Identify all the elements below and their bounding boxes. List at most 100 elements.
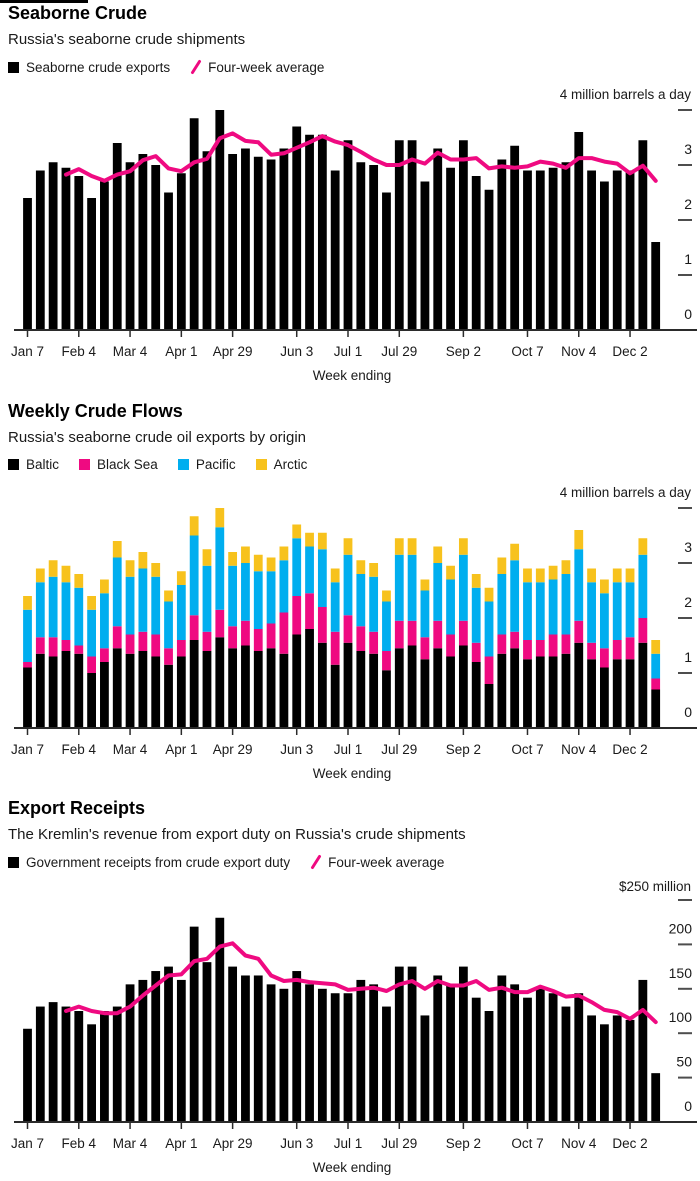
weekly-crude-flows-plot: 3 2 1 0 Jan 7 Feb 4 Mar 4 Apr 1 Apr 29 Jun 3 Jul 1…	[11, 507, 697, 781]
legend-label: Seaborne crude exports	[26, 59, 171, 75]
bar-segment-baltic	[176, 656, 186, 728]
bar-segment-arctic	[407, 538, 417, 555]
x-tick-label: Jul 29	[381, 742, 417, 757]
bar-segment-black-sea	[625, 637, 635, 660]
bar-segment-baltic	[600, 667, 609, 728]
bar-segment-arctic	[638, 538, 648, 555]
y-axis-unit-label: 4 million barrels a day	[559, 485, 691, 500]
bar-segment-arctic	[330, 568, 340, 583]
bar-segment-arctic	[433, 546, 443, 563]
bar-segment-baltic	[343, 642, 353, 728]
bar-segment-baltic	[407, 645, 417, 728]
bar-segment-arctic	[61, 565, 71, 583]
bar-segment-baltic	[535, 656, 545, 728]
bar-segment-arctic	[112, 541, 122, 558]
x-tick-label: Sep 2	[446, 742, 481, 757]
bar-segment-arctic	[612, 568, 622, 583]
bar-segment-black-sea	[266, 623, 276, 649]
bar-segment-black-sea	[151, 634, 161, 657]
bar-segment-arctic	[279, 546, 289, 561]
export-receipts-plot: 200 150 100 50 0 Jan 7 Feb 4 Mar 4 Apr 1 Apr 29 Ju…	[11, 899, 697, 1175]
bar-segment-arctic	[48, 560, 58, 577]
bar-segment-black-sea	[35, 637, 45, 654]
legend-item: Baltic	[8, 457, 59, 472]
legend-item: Four-week average	[190, 59, 324, 75]
bar-segment-pacific	[458, 554, 468, 621]
bars	[23, 917, 661, 1122]
x-tick-label: Apr 29	[213, 1136, 253, 1151]
stacked-bars	[23, 508, 661, 728]
bar	[279, 988, 289, 1122]
bar-segment-arctic	[87, 596, 96, 610]
bar-segment-pacific	[420, 590, 430, 638]
bar	[407, 966, 417, 1122]
bar-segment-black-sea	[189, 615, 199, 640]
x-axis-title: Week ending	[313, 368, 392, 383]
bar	[625, 170, 635, 330]
four-week-average-slash-icon	[191, 60, 202, 74]
bar	[202, 151, 212, 330]
legend: Baltic Black Sea Pacific Arctic	[8, 457, 327, 472]
bar	[625, 1019, 635, 1122]
bar	[523, 997, 532, 1122]
bar-segment-baltic	[215, 637, 225, 728]
x-tick-label: Apr 1	[165, 742, 197, 757]
x-tick-label: Jul 1	[334, 344, 363, 359]
bar	[215, 917, 225, 1122]
bar-segment-pacific	[612, 582, 622, 640]
bar-segment-black-sea	[202, 631, 212, 651]
bar-segment-arctic	[266, 557, 276, 572]
bar-segment-black-sea	[215, 609, 225, 638]
bar	[266, 984, 276, 1122]
bar-segment-black-sea	[305, 593, 314, 629]
top-rule	[0, 0, 88, 3]
bar-segment-pacific	[74, 587, 84, 646]
bar	[343, 140, 353, 330]
legend-label: Pacific	[195, 457, 236, 472]
bar-segment-arctic	[394, 538, 404, 555]
bar	[535, 170, 545, 330]
bar-segment-black-sea	[253, 629, 263, 651]
bar-segment-black-sea	[48, 637, 58, 657]
bar-segment-pacific	[587, 582, 596, 643]
bar	[61, 1006, 71, 1122]
x-axis-ticks: Jan 7 Feb 4 Mar 4 Apr 1 Apr 29 Jun 3 Jul 1 Jul …	[11, 1123, 648, 1151]
bar-segment-pacific	[266, 571, 276, 624]
bar-segment-pacific	[241, 563, 250, 621]
y-tick-label: 2	[684, 594, 692, 610]
bar	[587, 1015, 596, 1122]
bar-segment-baltic	[612, 659, 622, 728]
x-tick-label: Mar 4	[113, 742, 148, 757]
bar	[369, 165, 379, 330]
bar-segment-arctic	[125, 560, 135, 577]
bar-segment-pacific	[164, 601, 173, 649]
bar	[343, 993, 353, 1122]
bar	[651, 1073, 661, 1122]
bar	[151, 971, 161, 1122]
chart-title: Seaborne Crude	[8, 3, 148, 23]
x-tick-label: Nov 4	[561, 742, 597, 757]
bar-segment-black-sea	[587, 642, 596, 660]
bar-segment-baltic	[241, 645, 250, 728]
bar-segment-arctic	[471, 574, 481, 588]
bar	[35, 170, 45, 330]
bar	[125, 162, 135, 330]
bar	[48, 1002, 58, 1122]
bar	[446, 167, 455, 330]
legend-item: Black Sea	[79, 457, 158, 472]
x-tick-label: Feb 4	[62, 344, 97, 359]
bar-segment-black-sea	[394, 620, 404, 649]
bar-segment-pacific	[125, 576, 135, 635]
x-tick-label: Apr 1	[165, 344, 197, 359]
bar-segment-arctic	[523, 568, 532, 583]
legend-item: Arctic	[255, 457, 307, 472]
bar-segment-arctic	[484, 587, 494, 602]
bar	[189, 926, 199, 1122]
legend-square-swatch	[8, 856, 19, 868]
bar	[253, 156, 263, 330]
bar-segment-baltic	[87, 673, 96, 728]
x-tick-label: Feb 4	[62, 742, 97, 757]
bar	[112, 1006, 122, 1122]
bar-segment-pacific	[253, 571, 263, 629]
